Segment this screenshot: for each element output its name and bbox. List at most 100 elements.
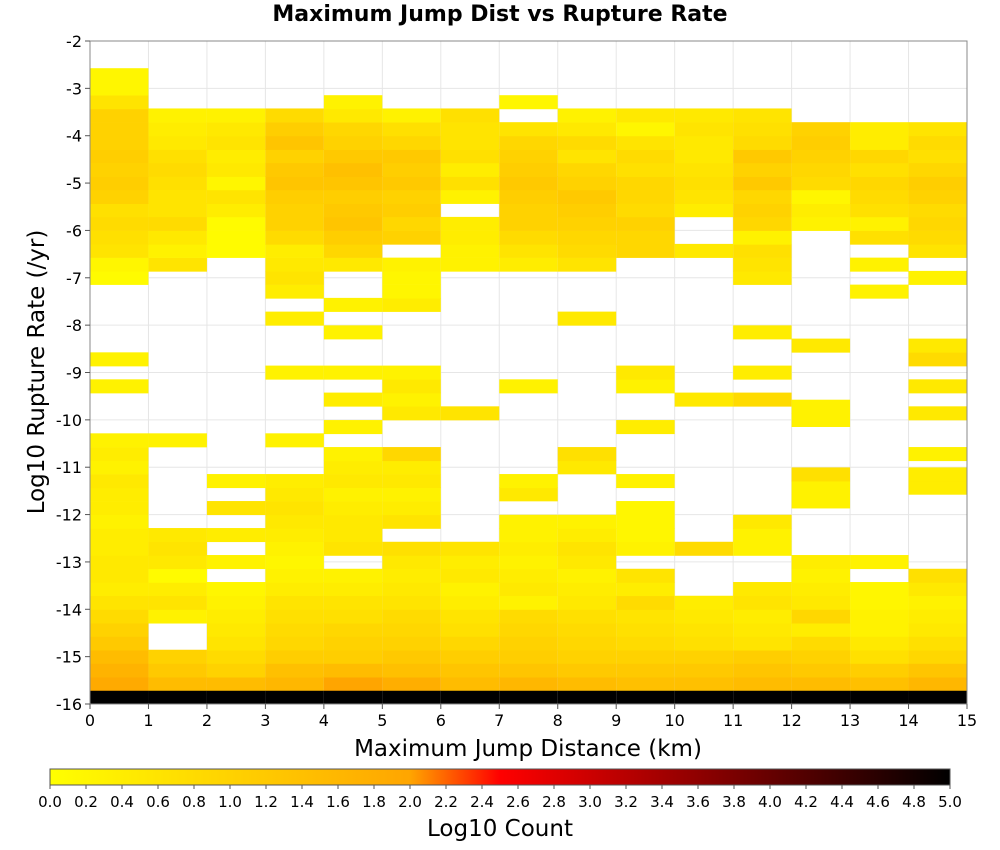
y-tick-label: -13 [56,553,82,572]
heatmap-cell [382,149,441,164]
heatmap-cell [382,676,441,691]
heatmap-cell [206,135,266,150]
heatmap-cell [616,541,675,556]
x-tick-label: 9 [611,711,621,730]
heatmap-cell [382,189,441,204]
heatmap-cell [791,649,851,664]
heatmap-cell [791,338,851,353]
heatmap-cell [616,636,675,651]
heatmap-cell [90,230,149,245]
heatmap-cell [382,365,441,380]
heatmap-cell [908,243,967,258]
heatmap-cell [323,95,383,110]
heatmap-cell [499,379,558,394]
heatmap-cell [206,622,266,637]
heatmap-cell [265,541,324,556]
heatmap-cell [323,514,383,529]
heatmap-cell [557,568,617,583]
heatmap-cell [557,162,617,177]
heatmap-cell [90,474,149,489]
heatmap-cell [908,467,967,482]
heatmap-cell [674,595,734,610]
heatmap-cell [90,270,149,285]
heatmap-cell [440,230,500,245]
x-tick-label: 0 [85,711,95,730]
heatmap-cell [90,609,149,624]
heatmap-cell [733,122,792,137]
heatmap-cell [148,122,207,137]
x-tick-label: 13 [840,711,860,730]
heatmap-cell [791,555,851,570]
heatmap-cell [90,595,149,610]
heatmap-cell [323,149,383,164]
heatmap-cell [791,216,851,231]
heatmap-cell [733,541,792,556]
heatmap-cell [323,460,383,475]
heatmap-cell [499,514,558,529]
heatmap-cell [90,582,149,597]
heatmap-cell [557,176,617,191]
heatmap-cell [323,216,383,231]
heatmap-cell [733,216,792,231]
heatmap-cell [323,108,383,123]
heatmap-cell [323,528,383,543]
heatmap-cell [90,433,149,448]
heatmap-cell [616,379,675,394]
heatmap-cell [908,189,967,204]
heatmap-cell [323,474,383,489]
y-tick-label: -14 [56,600,82,619]
heatmap-cell [850,284,909,299]
heatmap-cell [499,216,558,231]
y-tick-label: -6 [66,221,82,240]
heatmap-cell [557,528,617,543]
heatmap-cell [791,135,851,150]
heatmap-cell [850,216,909,231]
heatmap-cell [382,447,441,462]
heatmap-cell [382,595,441,610]
y-axis-ticks: -16 -15 -14 -13 -12 -11 -10 -9 -8 -7 -6 -5 -4 -3 -2 [56,32,90,714]
heatmap-cell [557,676,617,691]
heatmap-cell [557,636,617,651]
heatmap-cell [90,189,149,204]
heatmap-cell [148,108,207,123]
heatmap-cell [382,649,441,664]
heatmap-cell [791,636,851,651]
heatmap-cell [557,541,617,556]
heatmap-cell [616,595,675,610]
x-tick-label: 8 [553,711,563,730]
heatmap-cell [557,514,617,529]
heatmap-cell [265,595,324,610]
heatmap-cell [791,690,851,705]
heatmap-cell [499,257,558,272]
heatmap-cell [90,135,149,150]
heatmap-cell [265,636,324,651]
heatmap-cell [90,555,149,570]
heatmap-cell [382,514,441,529]
heatmap-cell [265,257,324,272]
heatmap-cell [733,622,792,637]
heatmap-cell [674,636,734,651]
heatmap-cell [616,162,675,177]
heatmap-cell [382,406,441,421]
heatmap-cell [674,203,734,218]
heatmap-cell [616,663,675,678]
heatmap-cell [382,216,441,231]
heatmap-cell [206,243,266,258]
x-tick-label: 14 [898,711,918,730]
heatmap-cell [908,162,967,177]
heatmap-cell [616,514,675,529]
heatmap-cell [90,501,149,516]
heatmap-cell [733,243,792,258]
heatmap-cell [265,514,324,529]
heatmap-cell [148,135,207,150]
heatmap-cell [908,176,967,191]
heatmap-cell [791,568,851,583]
x-tick-label: 10 [664,711,684,730]
heatmap-cell [616,420,675,435]
heatmap-cell [674,609,734,624]
heatmap-cell [557,257,617,272]
heatmap-cell [90,676,149,691]
heatmap-cell [499,149,558,164]
heatmap-cell [908,135,967,150]
